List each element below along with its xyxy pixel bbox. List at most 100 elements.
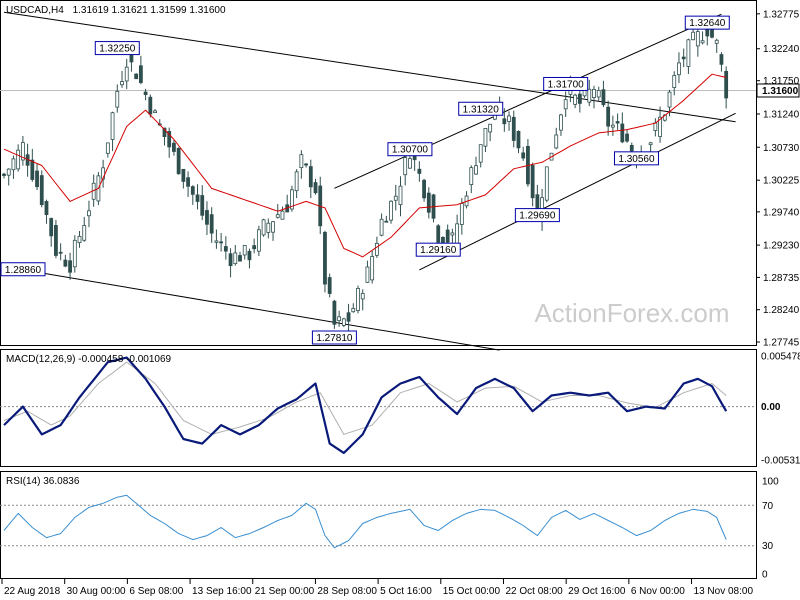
candle-body [374,243,379,256]
candle-body [502,118,507,125]
price-y-tick-label: 1.27745 [763,338,800,349]
candle-body [115,90,120,108]
candle-body [445,229,450,243]
price-y-tick-label: 1.32775 [763,9,800,20]
price-panel-title: USDCAD,H4 1.31619 1.31621 1.31599 1.3160… [6,5,226,16]
candle-body [63,259,68,267]
x-tick-label: 22 Aug 2018 [4,586,61,597]
candle-body [653,122,658,131]
macd-panel-frame [0,349,757,467]
price-annotations: 1.32250 1.28860 1.27810 1.30700 1.29160 1.313… [0,15,730,345]
candle-body [110,112,115,140]
candle-body [72,239,77,268]
candle-body [6,168,11,176]
x-tick-label: 30 Aug 00:00 [67,586,126,597]
candle-body [290,189,294,210]
candle-body [280,210,285,220]
candle-body [30,159,35,180]
candle-body [384,220,389,223]
candle-body [601,89,606,106]
rsi-y-tick-label: 30 [762,541,774,552]
price-y-tick-label: 1.32240 [763,44,800,55]
rsi-lines [0,494,756,549]
candle-body [516,131,521,149]
price-level-label-box [311,330,357,345]
candle-body [398,185,403,206]
candle-body [205,210,209,225]
candle-body [351,308,356,313]
price-level-label-box [514,208,560,223]
candle-body [469,167,474,185]
candle-body [459,203,464,225]
candle-body [360,292,365,300]
candle-body [587,88,592,103]
candle-body [530,165,535,199]
x-tick-label: 28 Sep 08:00 [317,586,377,597]
candle-body [714,39,719,44]
price-y-tick-label: 1.31240 [763,109,800,120]
candle-body [233,252,238,265]
candle-body [16,149,21,170]
candle-body [610,124,615,128]
candle-body [68,260,72,273]
price-level-label: 1.32640 [689,18,726,29]
price-level-label: 1.29690 [519,211,556,222]
price-level-label-box [387,142,433,157]
candle-body [304,163,308,166]
candle-body [105,142,110,154]
candle-body [54,225,58,256]
candle-body [455,223,460,246]
candle-body [87,210,91,217]
price-level-label: 1.30560 [618,154,655,165]
candle-body [511,116,516,141]
macd-y-tick-label: 0.005478 [761,352,800,363]
symbol-label: USDCAD,H4 [6,5,64,16]
candle-body [134,73,139,80]
candle-body [393,195,398,201]
candle-body [389,200,393,221]
candle-body [299,154,304,169]
candle-body [252,245,257,250]
candle-body [327,277,332,294]
candle-body [58,251,63,254]
x-tick-label: 15 Oct 00:00 [443,586,501,597]
candle-body [294,171,299,192]
macd-y-tick-label: 0.00 [761,402,781,413]
candle-body [691,31,696,41]
candle-body [426,192,431,213]
price-level-label-box [543,76,589,91]
candle-body [436,225,441,243]
candle-body [365,266,370,283]
candle-body [341,318,346,326]
candle-body [120,81,124,86]
candle-body [422,179,426,199]
price-y-tick-label: 1.31750 [763,76,800,87]
candle-body [408,158,412,169]
x-tick-label: 22 Oct 08:00 [505,586,563,597]
candle-body [573,94,578,105]
candle-body [615,121,620,124]
candle-body [544,166,549,201]
candle-body [275,214,280,218]
candle-body [606,106,611,127]
watermark: ActionForex.com [534,298,729,328]
candle-body [153,110,157,114]
price-panel-frame [0,0,757,346]
candle-body [238,255,242,262]
candle-body [596,89,601,98]
candle-body [11,158,16,171]
candle-body [535,194,540,209]
quote-label: 1.31619 1.31621 1.31599 1.31600 [73,5,226,16]
candle-body [261,219,266,236]
candle-body [620,123,625,143]
candle-body [478,144,483,163]
macd-y-tick-label: -0.005314 [761,456,800,467]
candle-body [667,91,672,108]
x-tick-label: 21 Sep 00:00 [255,586,315,597]
candle-body [20,142,25,161]
candle-body [625,133,629,142]
candle-body [559,114,563,131]
candle-body [507,115,511,122]
price-level-label: 1.31320 [463,104,500,115]
candle-body [242,245,247,256]
